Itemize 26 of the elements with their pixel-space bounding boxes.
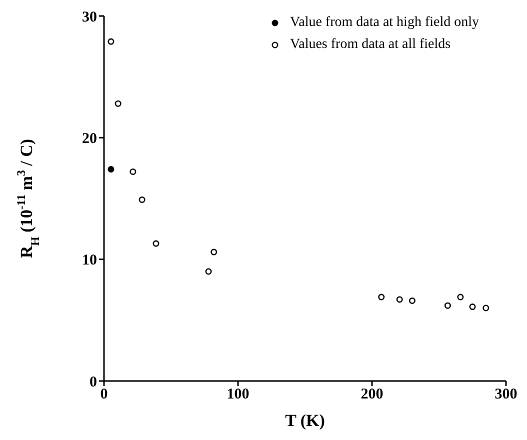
- point: [114, 100, 122, 107]
- point: [444, 302, 451, 309]
- point: [378, 294, 385, 300]
- x-tick-label: 300: [494, 386, 518, 403]
- point: [152, 240, 160, 247]
- x-axis-title: T (K): [285, 411, 325, 430]
- legend-label: Value from data at high field only: [290, 14, 479, 32]
- point: [482, 304, 490, 312]
- y-tick-label: 10: [82, 252, 97, 269]
- point: [108, 38, 114, 45]
- point: [469, 304, 476, 310]
- y-tick-label: 30: [82, 9, 97, 26]
- point: [457, 294, 464, 300]
- point: [205, 268, 212, 275]
- point: [408, 297, 416, 304]
- point: [130, 168, 136, 175]
- point: [108, 166, 114, 173]
- point: [210, 248, 218, 256]
- x-tick-label: 0: [100, 386, 108, 403]
- point: [396, 296, 403, 303]
- y-tick-label: 0: [90, 374, 97, 390]
- y-tick-label: 20: [82, 130, 97, 147]
- point: [138, 196, 146, 203]
- x-tick-label: 100: [226, 386, 250, 403]
- x-tick-label: 200: [360, 386, 384, 403]
- legend-label: Values from data at all fields: [290, 36, 451, 54]
